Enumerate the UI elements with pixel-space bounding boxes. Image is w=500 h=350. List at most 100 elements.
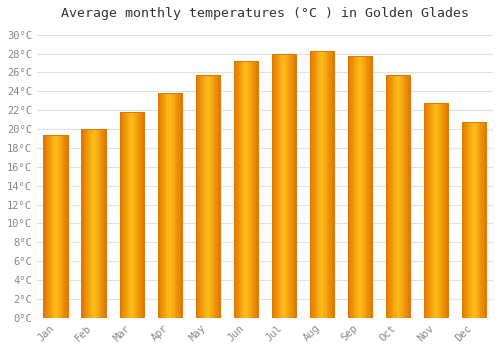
Bar [409,75,410,318]
Bar [444,103,445,318]
Bar [428,103,430,318]
Bar [462,122,486,318]
Bar [469,122,470,318]
Bar [368,56,370,318]
Bar [358,56,359,318]
Bar [203,75,204,318]
Bar [352,56,354,318]
Bar [120,112,121,318]
Bar [279,54,280,318]
Bar [102,129,104,318]
Bar [424,103,448,318]
Bar [394,75,396,318]
Bar [128,112,130,318]
Bar [235,61,236,318]
Bar [212,75,213,318]
Bar [446,103,447,318]
Bar [250,61,251,318]
Bar [256,61,257,318]
Bar [317,51,318,318]
Bar [134,112,136,318]
Bar [292,54,294,318]
Bar [316,51,317,318]
Bar [200,75,202,318]
Bar [52,135,54,318]
Bar [320,51,322,318]
Bar [98,129,99,318]
Bar [120,112,122,318]
Bar [366,56,368,318]
Bar [234,61,235,318]
Bar [168,93,170,318]
Bar [126,112,127,318]
Bar [82,129,106,318]
Bar [328,51,330,318]
Bar [484,122,485,318]
Bar [209,75,210,318]
Bar [57,135,58,318]
Bar [320,51,321,318]
Bar [214,75,216,318]
Bar [272,54,296,318]
Bar [64,135,66,318]
Bar [136,112,137,318]
Bar [396,75,397,318]
Bar [390,75,392,318]
Bar [158,93,182,318]
Bar [247,61,248,318]
Bar [158,93,182,318]
Bar [286,54,288,318]
Bar [430,103,431,318]
Bar [170,93,171,318]
Bar [288,54,289,318]
Bar [480,122,482,318]
Bar [434,103,435,318]
Bar [314,51,316,318]
Bar [348,56,372,318]
Bar [178,93,180,318]
Bar [62,135,64,318]
Bar [219,75,220,318]
Bar [105,129,106,318]
Bar [82,129,106,318]
Bar [94,129,95,318]
Bar [310,51,311,318]
Bar [356,56,358,318]
Bar [330,51,332,318]
Bar [246,61,247,318]
Bar [473,122,474,318]
Bar [478,122,479,318]
Bar [96,129,98,318]
Bar [161,93,162,318]
Bar [166,93,168,318]
Bar [159,93,160,318]
Bar [196,75,220,318]
Bar [85,129,86,318]
Bar [406,75,408,318]
Bar [485,122,486,318]
Bar [322,51,324,318]
Bar [284,54,286,318]
Bar [474,122,476,318]
Bar [175,93,176,318]
Bar [274,54,276,318]
Bar [44,135,45,318]
Bar [48,135,50,318]
Bar [132,112,133,318]
Bar [89,129,90,318]
Bar [360,56,362,318]
Bar [82,129,83,318]
Bar [311,51,312,318]
Bar [234,61,258,318]
Bar [392,75,393,318]
Bar [244,61,245,318]
Bar [172,93,174,318]
Bar [393,75,394,318]
Bar [120,112,144,318]
Bar [88,129,89,318]
Bar [354,56,355,318]
Bar [248,61,250,318]
Bar [234,61,258,318]
Bar [50,135,51,318]
Bar [142,112,143,318]
